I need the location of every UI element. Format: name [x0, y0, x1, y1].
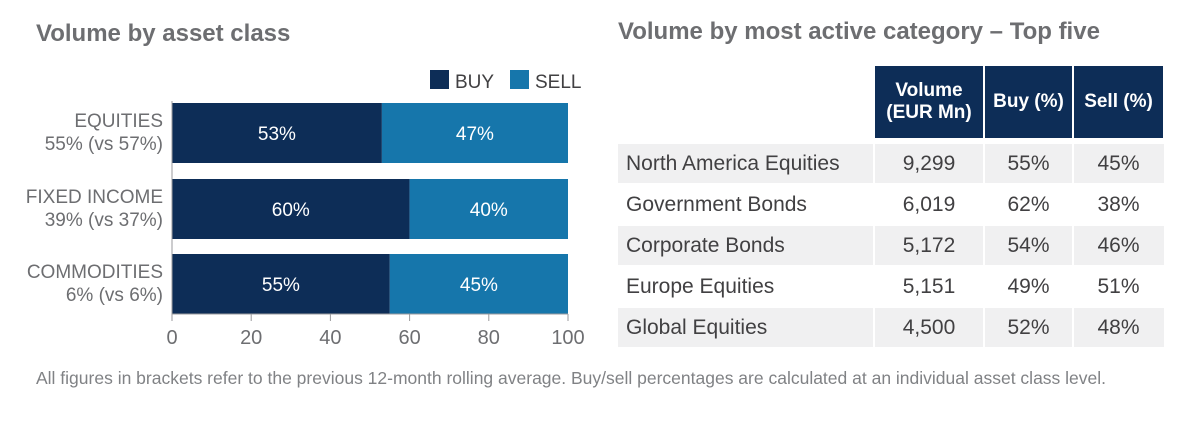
table-row: Global Equities 4,500 52% 48%	[618, 308, 1164, 347]
data-label-buy-2: 55%	[262, 275, 300, 296]
table-title: Volume by most active category – Top fiv…	[618, 18, 1100, 45]
category-name-cell: Global Equities	[626, 316, 768, 339]
data-label-buy-1: 60%	[272, 200, 310, 221]
data-label-sell-0: 47%	[456, 124, 494, 145]
data-label-sell-2: 45%	[460, 275, 498, 296]
x-tick-label-1: 20	[240, 327, 262, 349]
data-label-buy-0: 53%	[258, 124, 296, 145]
table-row: North America Equities 9,299 55% 45%	[618, 144, 1164, 183]
column-divider	[983, 185, 985, 224]
value-cell: 55%	[1007, 152, 1050, 175]
table-row: Corporate Bonds 5,172 54% 46%	[618, 226, 1164, 265]
value-cell: 51%	[1097, 275, 1140, 298]
legend-swatch-buy	[430, 70, 449, 89]
value-cell: 9,299	[902, 152, 956, 175]
x-tick-label-4: 80	[478, 327, 500, 349]
value-cell: 54%	[1007, 234, 1050, 257]
column-divider	[873, 144, 875, 183]
category-label-1: FIXED INCOME	[26, 187, 163, 208]
value-cell: 52%	[1007, 316, 1050, 339]
category-sublabel-0: 55% (vs 57%)	[45, 134, 163, 155]
category-name-cell: Government Bonds	[626, 193, 807, 216]
column-divider	[983, 144, 985, 183]
column-header-line: Buy (%)	[993, 91, 1064, 112]
category-sublabel-2: 6% (vs 6%)	[66, 285, 163, 306]
bar-buy-1	[172, 179, 410, 239]
column-header-line: Sell (%)	[1084, 91, 1153, 112]
bar-sell-1	[409, 179, 568, 239]
value-cell: 62%	[1007, 193, 1050, 216]
value-cell: 6,019	[902, 193, 956, 216]
value-cell: 49%	[1007, 275, 1050, 298]
value-cell: 5,172	[902, 234, 956, 257]
column-header-2: Sell (%)	[1074, 66, 1163, 138]
table-row: Government Bonds 6,019 62% 38%	[618, 185, 1164, 224]
data-label-sell-1: 40%	[470, 200, 508, 221]
category-name-cell: North America Equities	[626, 152, 840, 175]
table-row: Europe Equities 5,151 49% 51%	[618, 267, 1164, 306]
bar-sell-2	[389, 254, 568, 314]
value-cell: 4,500	[902, 316, 956, 339]
legend-swatch-sell	[510, 70, 529, 89]
bar-buy-0	[172, 103, 382, 163]
footnote: All figures in brackets refer to the pre…	[36, 368, 1107, 388]
value-cell: 46%	[1097, 234, 1140, 257]
column-divider	[1072, 267, 1074, 306]
bar-buy-2	[172, 254, 390, 314]
legend-label-buy: BUY	[455, 72, 494, 93]
value-cell: 45%	[1097, 152, 1140, 175]
x-tick-label-0: 0	[166, 327, 177, 349]
category-sublabel-1: 39% (vs 37%)	[45, 210, 163, 231]
column-divider	[873, 185, 875, 224]
column-divider	[873, 308, 875, 347]
value-cell: 5,151	[902, 275, 956, 298]
category-label-2: COMMODITIES	[27, 262, 163, 283]
value-cell: 38%	[1097, 193, 1140, 216]
column-divider	[983, 226, 985, 265]
category-name-cell: Europe Equities	[626, 275, 775, 298]
value-cell: 48%	[1097, 316, 1140, 339]
column-divider	[1072, 226, 1074, 265]
bar-sell-0	[381, 103, 568, 163]
category-label-0: EQUITIES	[74, 111, 163, 132]
x-tick-label-5: 100	[551, 327, 584, 349]
column-divider	[983, 267, 985, 306]
column-divider	[1072, 144, 1074, 183]
column-divider	[873, 226, 875, 265]
column-header-line: Volume	[895, 80, 963, 101]
category-name-cell: Corporate Bonds	[626, 234, 785, 257]
column-header-1: Buy (%)	[985, 66, 1072, 138]
column-divider	[873, 267, 875, 306]
column-header-0: Volume (EUR Mn)	[875, 66, 983, 138]
x-tick-label-2: 40	[319, 327, 341, 349]
legend-label-sell: SELL	[535, 72, 581, 93]
column-header-line: (EUR Mn)	[886, 102, 972, 123]
column-divider	[983, 308, 985, 347]
chart-title: Volume by asset class	[36, 20, 291, 47]
x-tick-label-3: 60	[398, 327, 420, 349]
column-divider	[1072, 185, 1074, 224]
column-divider	[1072, 308, 1074, 347]
